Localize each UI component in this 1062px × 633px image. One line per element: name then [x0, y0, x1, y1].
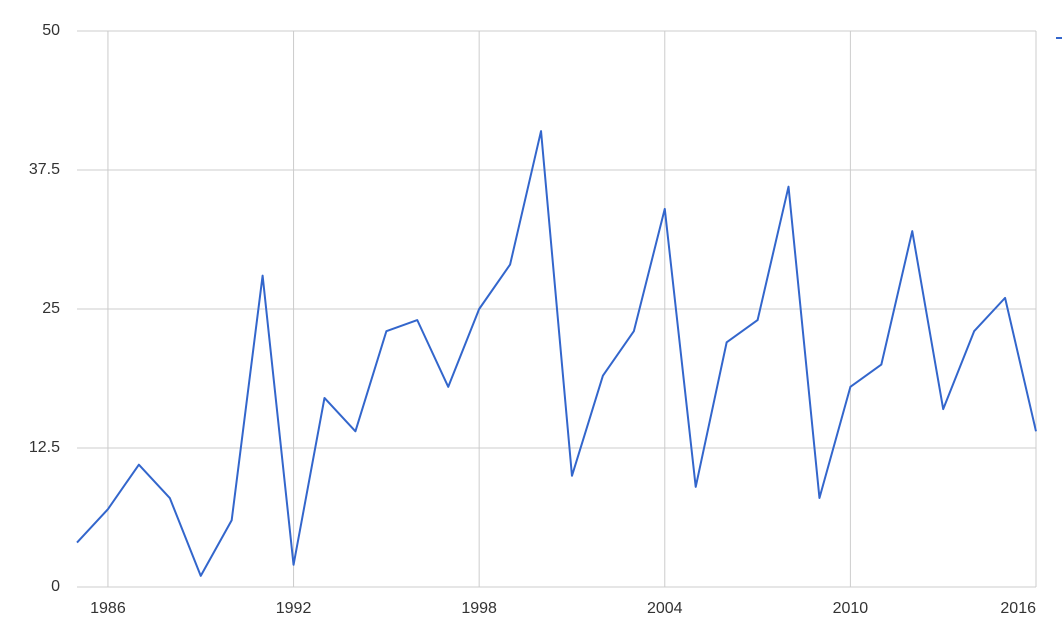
y-tick-label: 0: [51, 578, 60, 595]
data-line: [76, 130, 1037, 577]
x-tick-label: 1992: [276, 600, 312, 617]
x-tick-label: 2010: [833, 600, 869, 617]
y-tick-label: 25: [42, 300, 60, 317]
y-tick-label: 12.5: [29, 439, 60, 456]
x-tick-label: 2016: [1000, 600, 1036, 617]
y-tick-label: 50: [42, 22, 60, 39]
x-tick-label: 2004: [647, 600, 683, 617]
x-tick-label: 1998: [461, 600, 497, 617]
y-tick-label: 37.5: [29, 161, 60, 178]
x-tick-label: 1986: [90, 600, 126, 617]
